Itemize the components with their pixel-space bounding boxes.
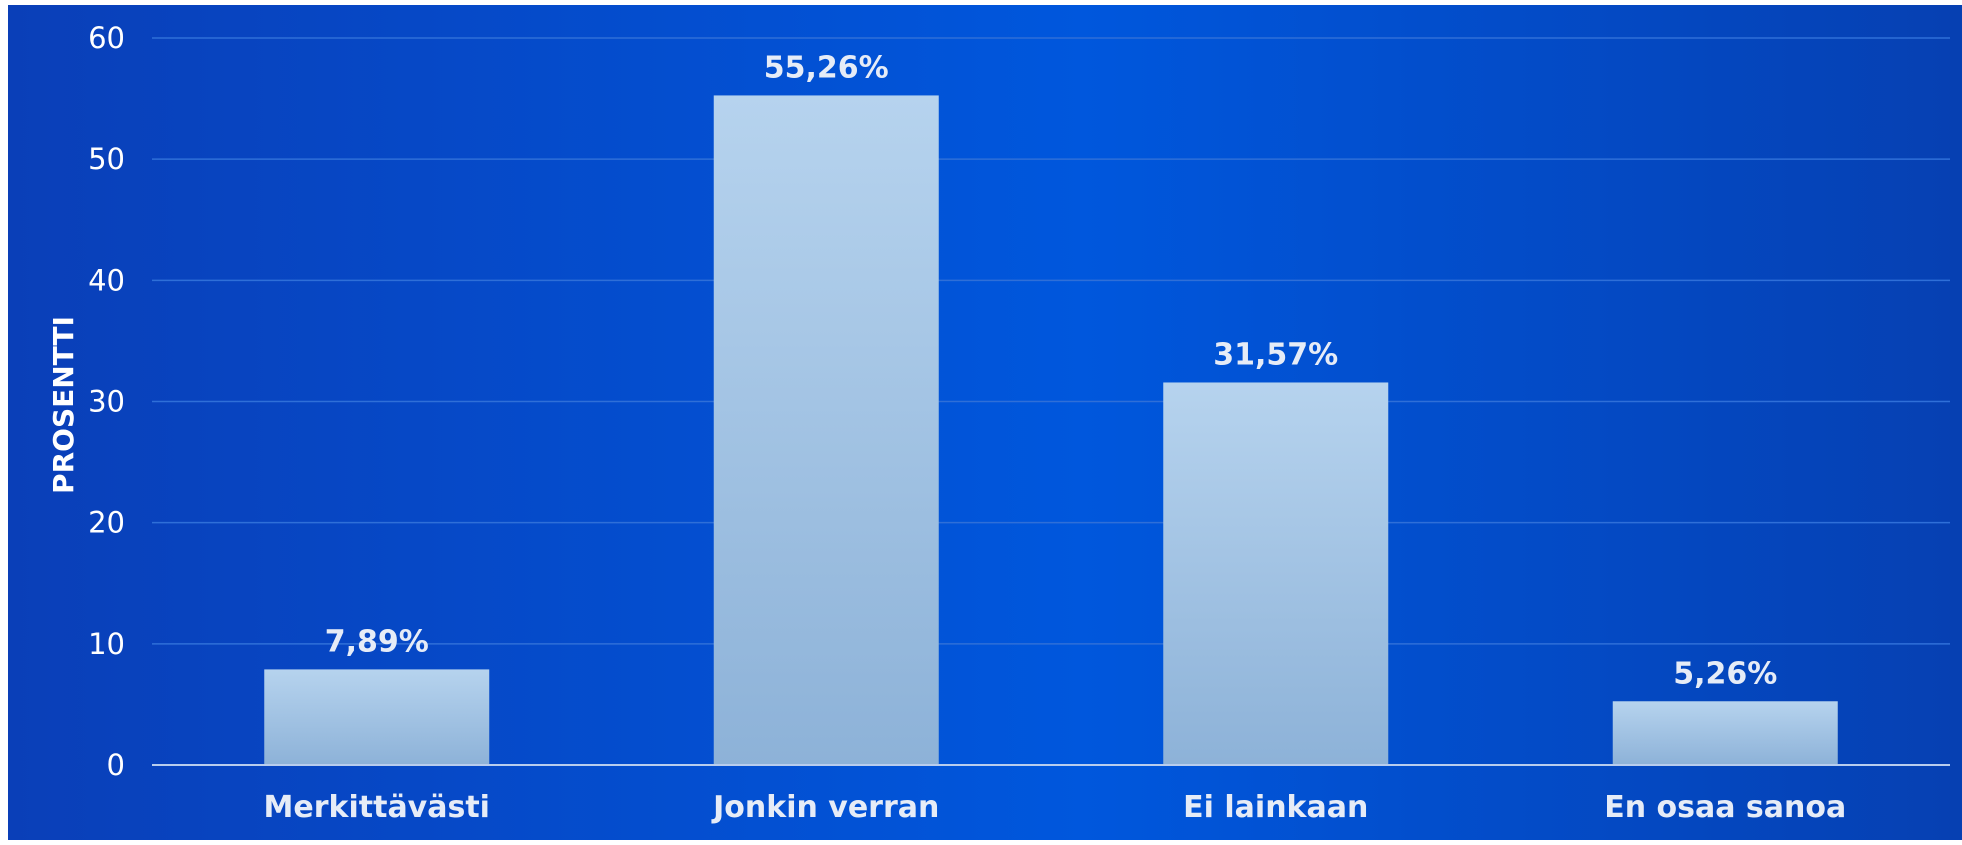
data-label-0: 7,89%	[325, 624, 429, 659]
y-axis-title: PROSENTTI	[47, 316, 80, 494]
y-tick-label: 40	[88, 263, 125, 297]
bars	[264, 95, 1838, 766]
y-axis-ticks: 0 10 20 30 40 50 60	[88, 21, 125, 782]
category-label-3: En osaa sanoa	[1604, 790, 1846, 825]
bar-3	[1612, 701, 1838, 765]
y-tick-label: 10	[88, 627, 125, 661]
y-tick-label: 0	[107, 748, 125, 782]
gridlines	[152, 37, 1950, 645]
bar-2	[1163, 382, 1389, 765]
data-label-1: 55,26%	[764, 50, 889, 85]
data-label-2: 31,57%	[1213, 337, 1338, 372]
data-label-3: 5,26%	[1673, 656, 1777, 691]
category-label-1: Jonkin verran	[711, 790, 939, 825]
bar-1	[713, 95, 939, 766]
y-tick-label: 50	[88, 142, 125, 176]
x-axis-categories: Merkittävästi Jonkin verran Ei lainkaan En …	[264, 790, 1847, 825]
y-tick-label: 30	[88, 385, 125, 419]
bar-0	[264, 669, 490, 765]
y-tick-label: 60	[88, 21, 125, 55]
y-tick-label: 20	[88, 506, 125, 540]
category-label-0: Merkittävästi	[264, 790, 490, 825]
data-labels: 7,89% 55,26% 31,57% 5,26%	[325, 50, 1778, 691]
category-label-2: Ei lainkaan	[1183, 790, 1368, 825]
